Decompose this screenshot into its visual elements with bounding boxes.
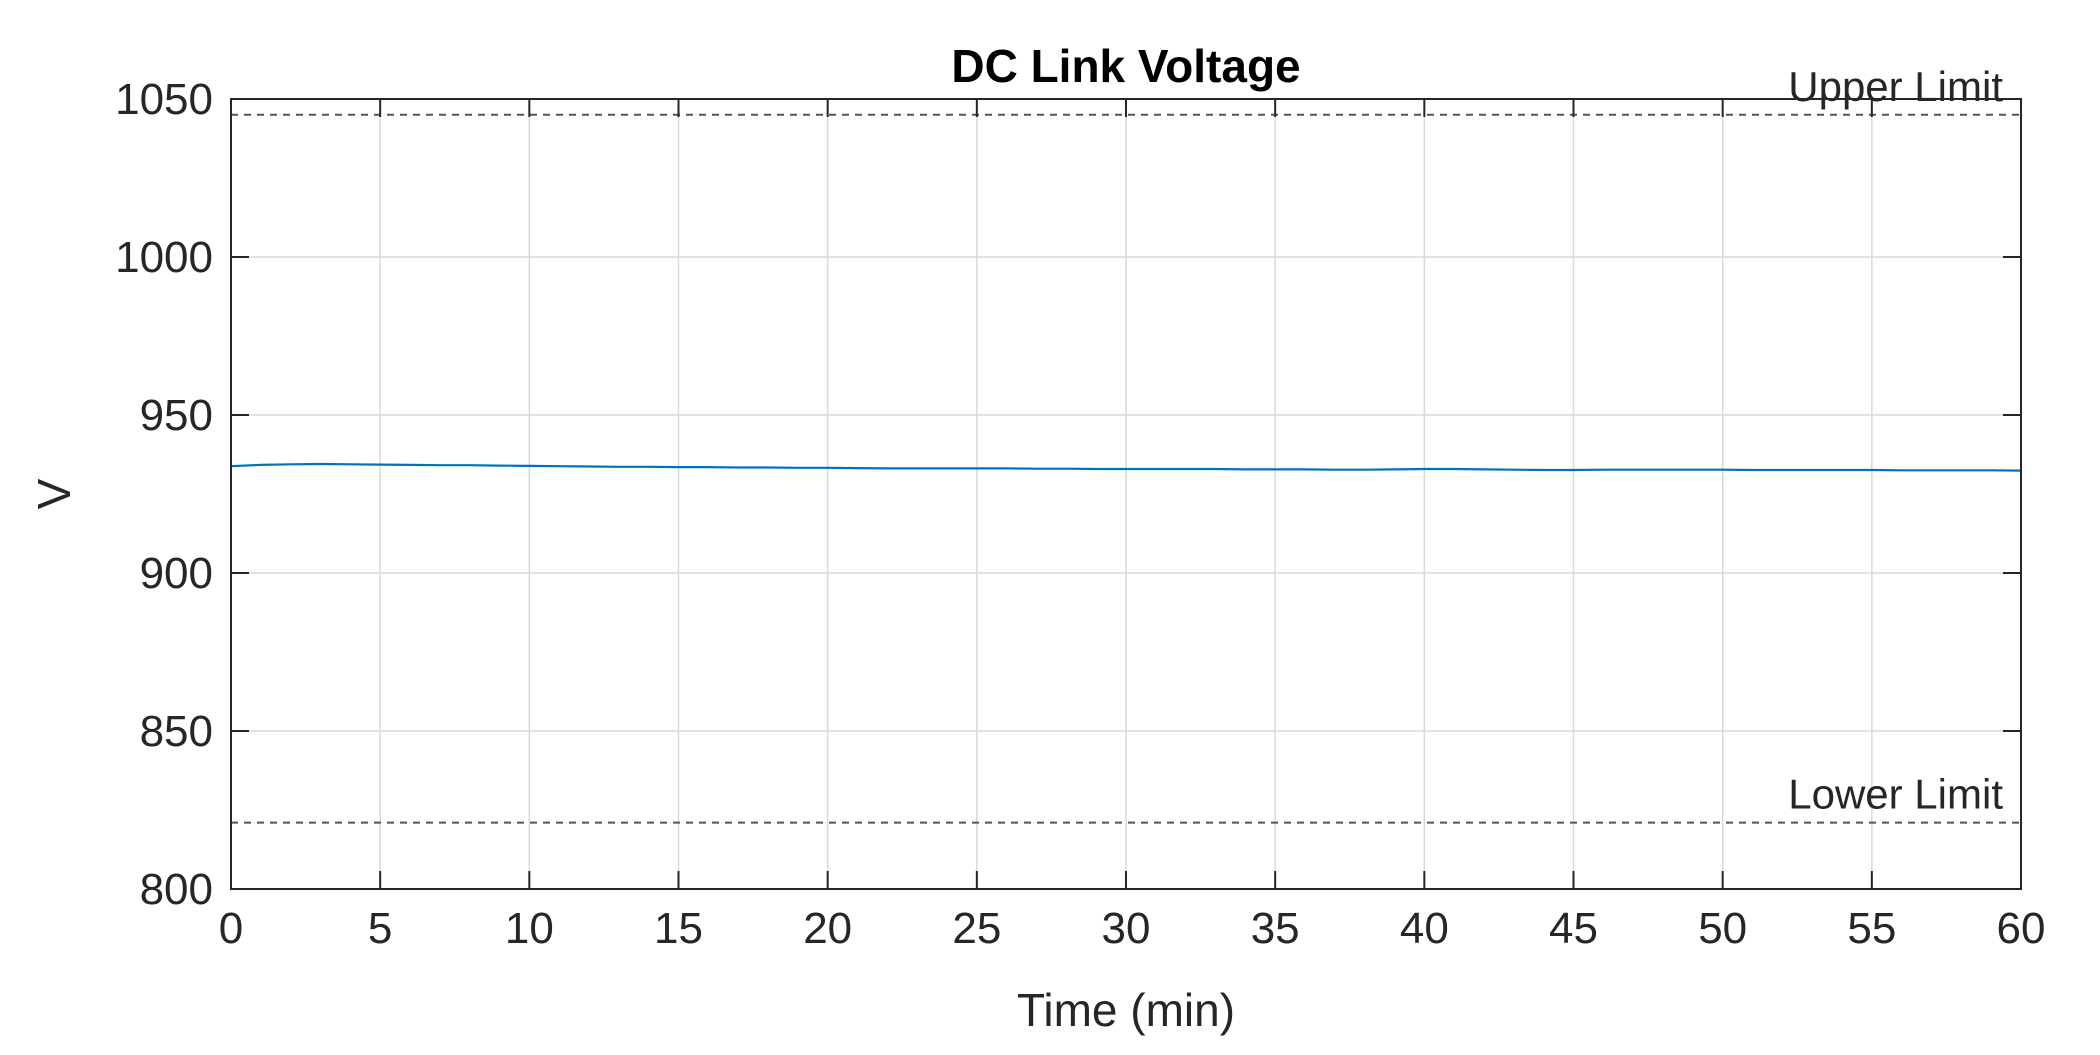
y-tick-label: 1000 bbox=[115, 233, 213, 282]
series-layer bbox=[230, 462, 2022, 472]
y-tick-label: 950 bbox=[140, 391, 213, 440]
x-tick-label: 10 bbox=[505, 904, 554, 953]
limit-label-lower: Lower Limit bbox=[1788, 771, 2003, 818]
x-tick-label: 30 bbox=[1102, 904, 1151, 953]
series-line bbox=[230, 462, 2022, 472]
x-tick-label: 50 bbox=[1698, 904, 1747, 953]
y-axis-label: V bbox=[28, 478, 80, 509]
limit-label-upper: Upper Limit bbox=[1788, 63, 2003, 110]
x-tick-label: 0 bbox=[219, 904, 243, 953]
x-tick-label: 20 bbox=[803, 904, 852, 953]
x-tick-label: 15 bbox=[654, 904, 703, 953]
ticks: 0 5 10 15 20 25 30 35 40 45 50 55 60 800 850 900 950 1000… bbox=[115, 75, 2045, 953]
y-tick-label: 850 bbox=[140, 707, 213, 756]
x-tick-label: 25 bbox=[952, 904, 1001, 953]
x-tick-label: 45 bbox=[1549, 904, 1598, 953]
x-tick-label: 60 bbox=[1997, 904, 2046, 953]
y-tick-label: 800 bbox=[140, 865, 213, 914]
y-tick-label: 1050 bbox=[115, 75, 213, 124]
x-tick-label: 55 bbox=[1847, 904, 1896, 953]
y-tick-label: 900 bbox=[140, 549, 213, 598]
x-axis-label: Time (min) bbox=[1017, 984, 1235, 1036]
chart-title: DC Link Voltage bbox=[951, 40, 1300, 92]
x-tick-label: 40 bbox=[1400, 904, 1449, 953]
reference-lines: Upper Limit Lower Limit bbox=[231, 63, 2021, 824]
x-tick-label: 35 bbox=[1251, 904, 1300, 953]
x-tick-label: 5 bbox=[368, 904, 392, 953]
